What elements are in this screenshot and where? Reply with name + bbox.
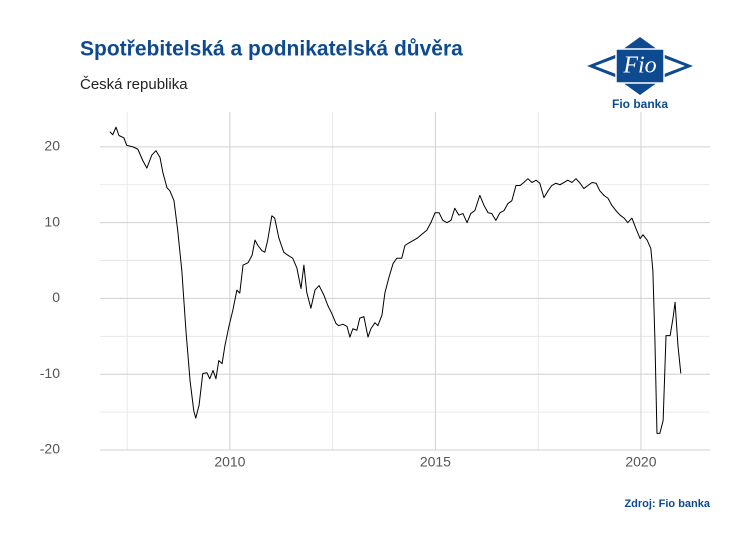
line bbox=[109, 126, 682, 434]
chart-title: Spotřebitelská a podnikatelská důvěra bbox=[80, 38, 463, 61]
y-tick-label: 10 bbox=[44, 213, 60, 229]
logo-box bbox=[615, 48, 665, 84]
logo-text: Fio bbox=[622, 53, 656, 79]
source: Zdroj: Fio banka bbox=[624, 498, 710, 510]
x-tick-label: 2015 bbox=[420, 454, 451, 470]
x-tick-label: 2010 bbox=[214, 454, 245, 470]
y-tick-label: -20 bbox=[40, 441, 60, 457]
logo-caption: Fio banka bbox=[612, 97, 668, 111]
x-tick-label: 2020 bbox=[625, 454, 656, 470]
chart-subtitle: Česká republika bbox=[80, 76, 188, 93]
y-tick-label: 0 bbox=[52, 289, 60, 305]
logo-shape bbox=[664, 58, 685, 74]
logo: Fio Fio banka bbox=[587, 37, 693, 111]
grid bbox=[100, 112, 710, 451]
y-tick-label: -10 bbox=[40, 365, 60, 381]
y-tick-label: 20 bbox=[44, 138, 60, 154]
logo-shape bbox=[595, 58, 616, 74]
